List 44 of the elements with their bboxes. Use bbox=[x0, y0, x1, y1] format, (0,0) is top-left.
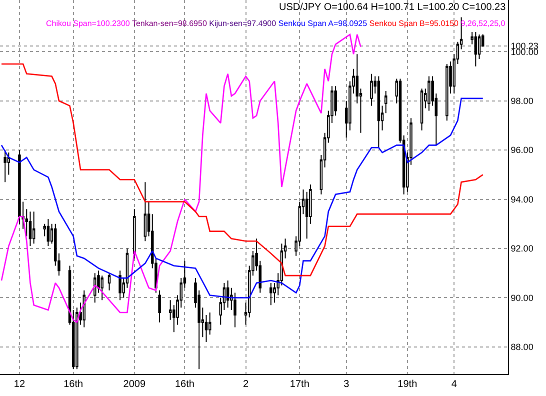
x-tick-label: 17th bbox=[290, 379, 310, 390]
y-tick-label: 96.00 bbox=[510, 145, 534, 156]
candlestick bbox=[428, 76, 430, 112]
candlestick bbox=[420, 88, 424, 131]
candlestick bbox=[377, 76, 380, 148]
candlestick bbox=[118, 270, 122, 301]
x-tick-label: 3 bbox=[344, 379, 350, 390]
annotation: Senkou Span A=98.0925 bbox=[278, 19, 368, 28]
candlestick bbox=[46, 218, 50, 247]
annotation: Tenkan-sen=98.6950 bbox=[132, 19, 208, 28]
x-tick-label: 4 bbox=[451, 379, 458, 390]
y-tick-label: 90.00 bbox=[510, 292, 534, 303]
candlestick bbox=[384, 90, 388, 114]
candlestick bbox=[270, 282, 272, 306]
x-tick-label: 12 bbox=[14, 379, 26, 390]
candlestick bbox=[32, 211, 36, 244]
candlestick bbox=[158, 290, 161, 323]
x-tick-label: 2009 bbox=[123, 379, 146, 390]
candlestick bbox=[4, 150, 6, 183]
x-tick-label: 16th bbox=[64, 379, 84, 390]
annotation: Chikou Span=100.2300 bbox=[46, 19, 130, 28]
x-tick-label: 2 bbox=[242, 379, 249, 390]
y-tick-label: 92.00 bbox=[510, 244, 534, 254]
candlestick bbox=[446, 63, 448, 122]
x-tick-label: 16th bbox=[174, 379, 194, 390]
x-tick-label: 19th bbox=[398, 379, 418, 390]
line-series bbox=[0, 34, 362, 323]
candlestick bbox=[82, 290, 86, 328]
candlestick bbox=[28, 211, 32, 247]
line-series bbox=[0, 98, 484, 298]
candlestick bbox=[94, 272, 96, 304]
annotation: USD/JPY O=100.64 H=100.71 L=100.20 C=100.23 bbox=[279, 2, 506, 13]
candlestick bbox=[370, 73, 373, 106]
y-tick-label: 98.00 bbox=[510, 96, 534, 106]
line-series bbox=[0, 63, 484, 276]
y-tick-label: 88.00 bbox=[510, 342, 534, 352]
candlestick bbox=[144, 182, 147, 242]
annotation: Kijun-sen=97.4900 bbox=[209, 19, 277, 28]
y-tick-label: 94.00 bbox=[510, 194, 534, 204]
candlestick bbox=[234, 292, 236, 328]
candlestick bbox=[108, 272, 111, 291]
candlestick bbox=[226, 280, 230, 308]
candlestick bbox=[474, 31, 478, 67]
annotation: Senkou Span B=95.0150 bbox=[369, 19, 460, 28]
